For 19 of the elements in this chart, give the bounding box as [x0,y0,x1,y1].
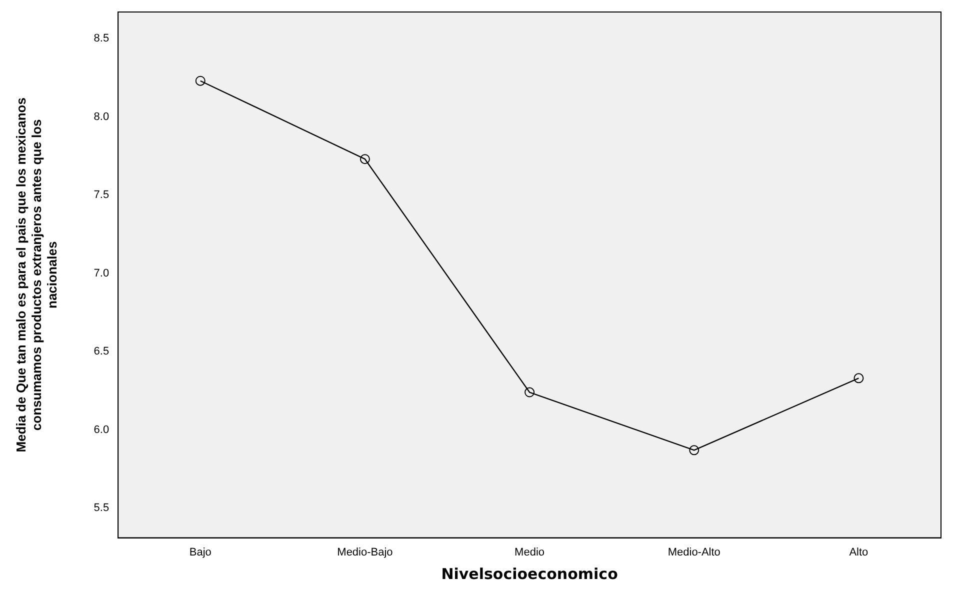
y-tick-label: 6.0 [94,424,110,436]
y-tick-label: 6.5 [94,346,110,358]
x-tick-label: Medio-Bajo [337,546,393,558]
x-axis-title: Nivelsocioeconomico [441,564,618,583]
point [195,76,206,86]
y-tick-label: 7.0 [94,267,110,280]
point [689,445,700,456]
y-axis-title: Media de Que tan malo es para el pais que los mexicanos consumamos productos extranjeros antes que los nacionales [13,98,60,452]
point [854,373,864,384]
y-tick-label: 8.0 [94,110,110,123]
x-tick-label: Medio-Alto [668,546,720,558]
y-tick-label: 5.5 [94,502,110,514]
x-tick-label: Bajo [189,546,212,558]
y-tick-label: 7.5 [94,189,110,202]
point [360,154,370,164]
y-tick-label: 8.5 [94,32,110,45]
point [524,387,535,398]
x-tick-label: Alto [849,546,868,558]
x-tick-label: Medio [514,546,545,558]
